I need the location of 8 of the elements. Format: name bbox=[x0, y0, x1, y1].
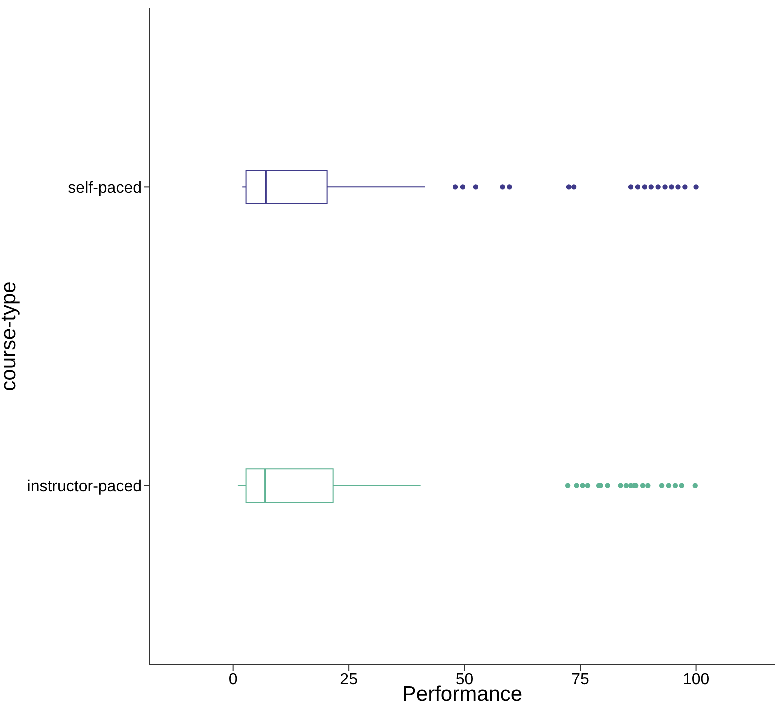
y-tick-label: self-paced bbox=[68, 180, 142, 197]
y-axis-title: course-type bbox=[0, 282, 20, 392]
x-tick-label: 50 bbox=[456, 671, 474, 688]
y-tick-label: instructor-paced bbox=[27, 478, 142, 496]
x-tick-label: 75 bbox=[572, 671, 590, 688]
x-tick-label: 0 bbox=[228, 671, 238, 688]
x-tick-label: 100 bbox=[682, 671, 710, 688]
x-tick-label: 25 bbox=[340, 671, 358, 688]
